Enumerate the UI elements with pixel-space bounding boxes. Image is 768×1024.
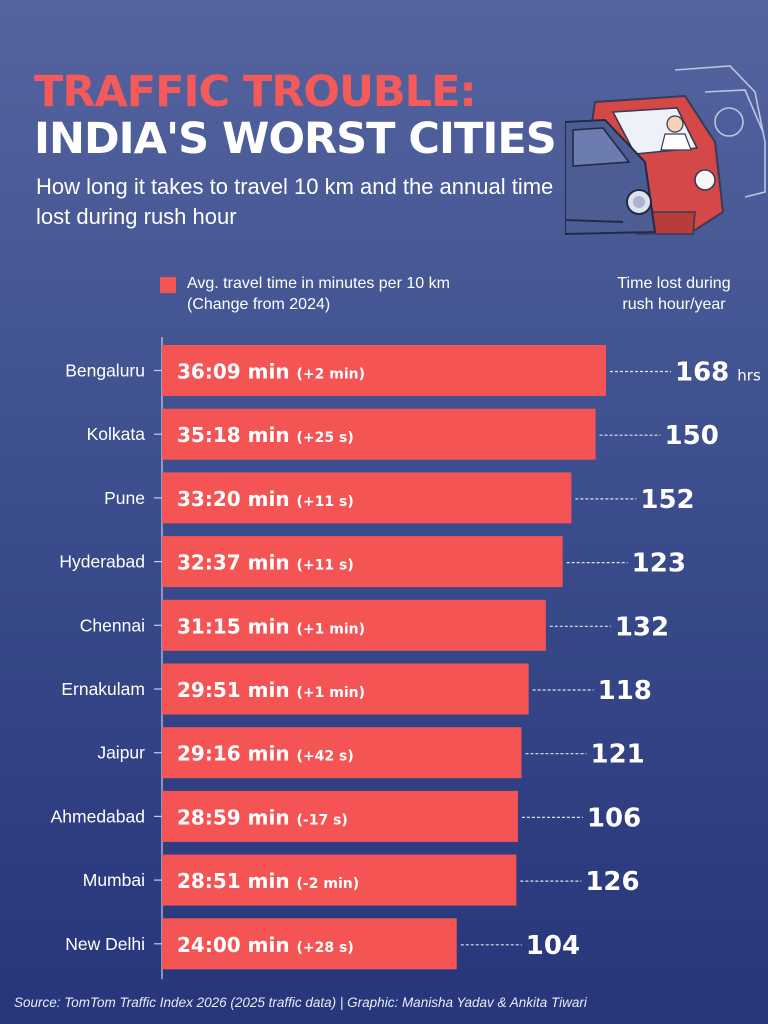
bar-value-label: 24:00 min (+28 s): [177, 933, 354, 957]
legend-label: Avg. travel time in minutes per 10 km (Ch…: [187, 273, 450, 315]
time-lost-value: 123: [632, 549, 686, 579]
city-label: Ahmedabad: [51, 806, 145, 826]
bar-value-label: 28:59 min (-17 s): [177, 805, 348, 829]
legend-label-line-1: Avg. travel time in minutes per 10 km: [187, 275, 450, 292]
bar-value-label: 31:15 min (+1 min): [177, 614, 365, 638]
city-label: Kolkata: [87, 424, 146, 444]
time-lost-header-line-2: rush hour/year: [622, 296, 726, 313]
time-lost-value: 168 hrs: [675, 358, 761, 388]
travel-time-text: 29:16 min: [177, 742, 297, 766]
city-label: Mumbai: [83, 870, 145, 890]
change-text: (-2 min): [297, 876, 360, 892]
bar: [162, 854, 517, 906]
bar-value-label: 33:20 min (+11 s): [177, 487, 354, 511]
city-label: Pune: [104, 488, 145, 508]
time-lost-value: 118: [598, 676, 652, 706]
bar: [162, 790, 518, 842]
time-lost-value: 132: [615, 612, 669, 642]
travel-time-text: 29:51 min: [177, 678, 297, 702]
bar: [162, 536, 563, 588]
change-text: (+28 s): [297, 940, 354, 956]
change-text: (+1 min): [297, 621, 366, 637]
bar-value-label: 28:51 min (-2 min): [177, 869, 359, 893]
travel-time-text: 28:59 min: [177, 805, 297, 829]
travel-time-text: 31:15 min: [177, 614, 297, 638]
travel-time-text: 24:00 min: [177, 933, 297, 957]
travel-time-text: 32:37 min: [177, 551, 297, 575]
time-lost-value: 152: [640, 485, 694, 515]
change-text: (+1 min): [297, 685, 366, 701]
travel-time-text: 33:20 min: [177, 487, 297, 511]
legend-label-line-2: (Change from 2024): [187, 296, 331, 313]
title-line-2: INDIA'S WORST CITIES: [34, 114, 557, 164]
city-label: Ernakulam: [61, 679, 145, 699]
time-lost-value: 106: [587, 803, 641, 833]
bar: [162, 727, 522, 779]
change-text: (-17 s): [297, 812, 348, 828]
bar: [162, 663, 529, 715]
change-text: (+2 min): [297, 367, 366, 383]
time-lost-value: 126: [585, 867, 639, 897]
city-label: Bengaluru: [65, 361, 145, 381]
bar: [162, 599, 546, 651]
time-lost-value: 121: [590, 740, 644, 770]
time-lost-header: Time lost during rush hour/year: [595, 273, 753, 315]
travel-time-text: 28:51 min: [177, 869, 297, 893]
change-text: (+11 s): [297, 494, 354, 510]
bar-value-label: 36:09 min (+2 min): [177, 360, 365, 384]
city-label: Hyderabad: [59, 552, 145, 572]
bar-value-label: 35:18 min (+25 s): [177, 423, 354, 447]
travel-time-text: 35:18 min: [177, 423, 297, 447]
subtitle: How long it takes to travel 10 km and th…: [36, 174, 554, 229]
bar-value-label: 32:37 min (+11 s): [177, 551, 354, 575]
bar: [162, 345, 606, 396]
city-label: Chennai: [80, 615, 145, 635]
bar: [162, 918, 457, 970]
time-lost-header-line-1: Time lost during: [617, 275, 731, 292]
traffic-jam-illustration: [565, 65, 766, 236]
bar: [162, 408, 596, 460]
bar-value-label: 29:16 min (+42 s): [177, 742, 354, 766]
city-label: New Delhi: [65, 934, 145, 954]
change-text: (+25 s): [297, 430, 354, 446]
title-line-1: TRAFFIC TROUBLE:: [34, 67, 477, 117]
legend-swatch: [160, 277, 176, 293]
city-label: Jaipur: [97, 743, 145, 763]
bar: [162, 472, 572, 524]
hours-unit: hrs: [737, 367, 761, 385]
change-text: (+42 s): [297, 749, 354, 765]
time-lost-value: 150: [665, 421, 719, 451]
travel-time-text: 36:09 min: [177, 360, 297, 384]
source-credit: Source: TomTom Traffic Index 2026 (2025 …: [14, 995, 587, 1010]
time-lost-value: 104: [526, 931, 580, 961]
bar-value-label: 29:51 min (+1 min): [177, 678, 365, 702]
change-text: (+11 s): [297, 558, 354, 574]
